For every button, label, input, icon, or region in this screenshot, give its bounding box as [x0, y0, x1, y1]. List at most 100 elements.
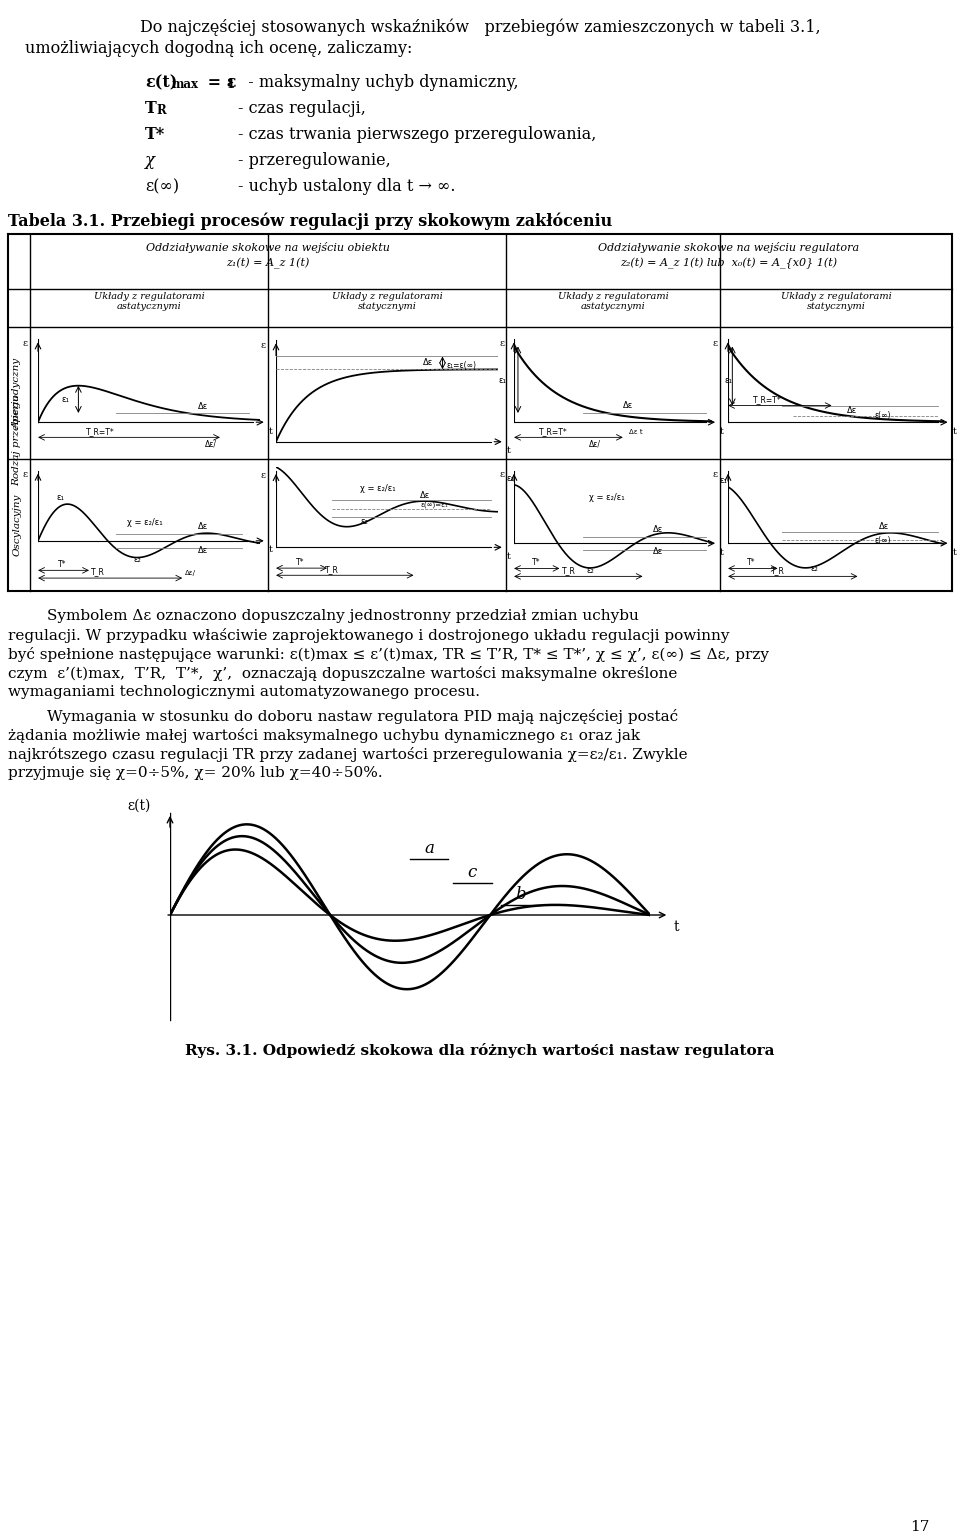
Text: b: b	[516, 885, 526, 904]
Text: 17: 17	[911, 1520, 930, 1534]
Text: T_R: T_R	[324, 566, 339, 575]
Text: ε: ε	[22, 340, 27, 349]
Text: t: t	[507, 552, 511, 561]
Text: Układy z regulatorami
astatycznymi: Układy z regulatorami astatycznymi	[94, 292, 204, 312]
Text: T*: T*	[296, 558, 304, 567]
Text: żądania możliwie małej wartości maksymalnego uchybu dynamicznego ε₁ oraz jak: żądania możliwie małej wartości maksymal…	[8, 729, 640, 742]
Text: Δε: Δε	[198, 523, 208, 530]
Text: - czas regulacji,: - czas regulacji,	[238, 100, 366, 117]
Text: ε(t): ε(t)	[128, 799, 151, 813]
Text: być spełnione następujące warunki: ε(t)max ≤ ε’(t)max, TR ≤ T’R, T* ≤ T*’, χ ≤ χ: być spełnione następujące warunki: ε(t)m…	[8, 647, 769, 662]
Text: T_R: T_R	[771, 566, 785, 575]
Text: ε: ε	[260, 470, 265, 480]
Text: Układy z regulatorami
astatycznymi: Układy z regulatorami astatycznymi	[558, 292, 668, 312]
Text: Δε/: Δε/	[204, 440, 217, 449]
Text: Aperiodyczny: Aperiodyczny	[12, 358, 21, 429]
Text: Δε: Δε	[198, 401, 208, 410]
Text: T_R: T_R	[91, 567, 106, 576]
Text: ε(∞): ε(∞)	[875, 412, 892, 421]
Text: T*: T*	[748, 558, 756, 567]
Text: T_R: T_R	[562, 566, 575, 575]
Text: T: T	[145, 100, 156, 117]
Text: Symbolem Δε oznaczono dopuszczalny jednostronny przedział zmian uchybu: Symbolem Δε oznaczono dopuszczalny jedno…	[8, 609, 638, 622]
Text: Tabela 3.1. Przebiegi procesów regulacji przy skokowym zakłóceniu: Tabela 3.1. Przebiegi procesów regulacji…	[8, 212, 612, 229]
Text: ε(∞)=ε₁: ε(∞)=ε₁	[420, 503, 448, 509]
Text: a: a	[424, 841, 434, 858]
Text: Δε: Δε	[653, 547, 662, 556]
Text: ε₁: ε₁	[61, 395, 69, 404]
Text: Δε: Δε	[847, 406, 857, 415]
Text: 1: 1	[227, 78, 235, 91]
Text: przyjmuje się χ=0÷5%, χ= 20% lub χ=40÷50%.: przyjmuje się χ=0÷5%, χ= 20% lub χ=40÷50…	[8, 765, 383, 779]
Text: ε₁: ε₁	[506, 473, 514, 483]
Text: Δε/: Δε/	[184, 570, 196, 575]
Text: ε₁: ε₁	[498, 377, 506, 384]
Text: Do najczęściej stosowanych wskaźników   przebiegów zamieszczonych w tabeli 3.1,: Do najczęściej stosowanych wskaźników pr…	[140, 18, 820, 35]
Text: ε: ε	[260, 341, 265, 350]
Text: T*: T*	[145, 126, 165, 143]
Text: T_R=T*: T_R=T*	[85, 427, 114, 437]
Text: - czas trwania pierwszego przeregulowania,: - czas trwania pierwszego przeregulowani…	[238, 126, 596, 143]
Text: ε₁: ε₁	[57, 493, 64, 503]
Text: Układy z regulatorami
statycznymi: Układy z regulatorami statycznymi	[780, 292, 892, 312]
Text: ε₂: ε₂	[133, 555, 141, 564]
Text: Układy z regulatorami
statycznymi: Układy z regulatorami statycznymi	[331, 292, 443, 312]
Text: ε₂: ε₂	[587, 566, 594, 575]
Text: Oddziaływanie skokowe na wejściu obiektu: Oddziaływanie skokowe na wejściu obiektu	[146, 241, 390, 254]
Text: umożliwiających dogodną ich ocenę, zaliczamy:: umożliwiających dogodną ich ocenę, zalic…	[25, 40, 413, 57]
Text: ε(t): ε(t)	[145, 74, 178, 91]
Text: ε₂: ε₂	[360, 516, 368, 526]
Text: Δε: Δε	[198, 546, 208, 555]
Text: ε₁: ε₁	[720, 476, 728, 484]
Text: - uchyb ustalony dla t → ∞.: - uchyb ustalony dla t → ∞.	[238, 178, 455, 195]
Text: ε₁: ε₁	[725, 377, 732, 384]
Text: t: t	[269, 427, 273, 437]
Text: regulacji. W przypadku właściwie zaprojektowanego i dostrojonego układu regulacj: regulacji. W przypadku właściwie zaproje…	[8, 629, 730, 642]
Text: z₂(t) = A_z 1(t) lub  x₀(t) = A_{x0} 1(t): z₂(t) = A_z 1(t) lub x₀(t) = A_{x0} 1(t)	[620, 258, 837, 269]
Text: R: R	[156, 105, 166, 117]
Text: = ε: = ε	[202, 74, 236, 91]
Text: Δε: Δε	[879, 521, 890, 530]
Text: Δε: Δε	[623, 401, 634, 410]
Text: χ: χ	[145, 152, 156, 169]
Text: wymaganiami technologicznymi automatyzowanego procesu.: wymaganiami technologicznymi automatyzow…	[8, 686, 480, 699]
Text: Wymagania w stosunku do doboru nastaw regulatora PID mają najczęściej postać: Wymagania w stosunku do doboru nastaw re…	[8, 709, 678, 724]
Text: χ = ε₂/ε₁: χ = ε₂/ε₁	[360, 484, 396, 493]
Text: Rodzaj przebiegu: Rodzaj przebiegu	[12, 395, 21, 486]
Text: Rys. 3.1. Odpowiedź skokowa dla różnych wartości nastaw regulatora: Rys. 3.1. Odpowiedź skokowa dla różnych …	[185, 1044, 775, 1057]
Text: T_R=T*: T_R=T*	[753, 395, 781, 404]
Text: t: t	[269, 546, 273, 555]
Text: Δε/: Δε/	[589, 440, 601, 449]
Text: t: t	[507, 446, 511, 455]
Text: T_R=T*: T_R=T*	[540, 427, 568, 437]
Text: ε: ε	[22, 470, 27, 480]
Text: - maksymalny uchyb dynamiczny,: - maksymalny uchyb dynamiczny,	[238, 74, 518, 91]
Text: t: t	[952, 427, 956, 437]
Text: ε₁=ε(∞): ε₁=ε(∞)	[447, 361, 477, 370]
Text: ε(∞): ε(∞)	[145, 178, 180, 195]
Text: ε: ε	[499, 340, 505, 349]
Text: T*: T*	[58, 559, 66, 569]
Text: t: t	[674, 921, 680, 934]
Text: c: c	[468, 864, 477, 881]
Text: z₁(t) = A_z 1(t): z₁(t) = A_z 1(t)	[227, 258, 310, 269]
Text: Δε: Δε	[420, 490, 430, 500]
Text: t: t	[952, 547, 956, 556]
Text: max: max	[172, 78, 199, 91]
Text: Oddziaływanie skokowe na wejściu regulatora: Oddziaływanie skokowe na wejściu regulat…	[598, 241, 859, 254]
Text: Oscylacyjny: Oscylacyjny	[12, 493, 21, 556]
Text: χ = ε₂/ε₁: χ = ε₂/ε₁	[127, 518, 162, 527]
Text: ε: ε	[499, 470, 505, 480]
Text: ε₂: ε₂	[810, 564, 818, 573]
Text: χ = ε₂/ε₁: χ = ε₂/ε₁	[589, 493, 625, 503]
Text: t: t	[720, 427, 724, 437]
Text: ε: ε	[712, 470, 718, 480]
Text: T*: T*	[532, 558, 540, 567]
Text: t: t	[720, 547, 724, 556]
Text: Δε t: Δε t	[629, 429, 642, 435]
Text: Δε: Δε	[653, 526, 662, 533]
Text: Δε: Δε	[423, 358, 434, 367]
Text: ε: ε	[712, 340, 718, 349]
Text: - przeregulowanie,: - przeregulowanie,	[238, 152, 391, 169]
Text: najkrótszego czasu regulacji TR przy zadanej wartości przeregulowania χ=ε₂/ε₁. Z: najkrótszego czasu regulacji TR przy zad…	[8, 747, 687, 762]
